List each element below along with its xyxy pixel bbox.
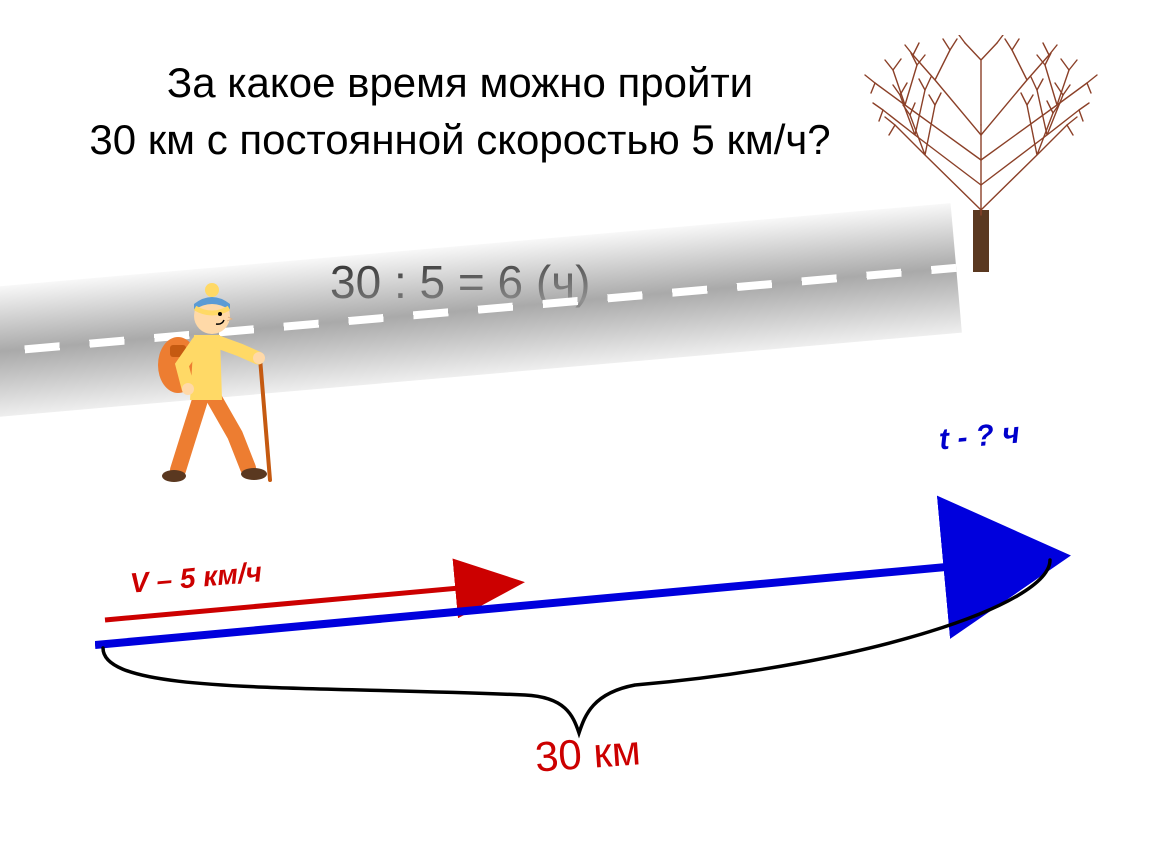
time-label: t - ? ч: [938, 417, 1021, 458]
hiker-illustration: [140, 270, 290, 490]
diagram-arrows: V – 5 км/ч 30 км: [95, 485, 1075, 805]
question-line1: За какое время можно пройти: [167, 59, 753, 106]
question-text: За какое время можно пройти 30 км с пост…: [50, 55, 870, 168]
question-line2: 30 км с постоянной скоростью 5 км/ч?: [89, 116, 830, 163]
distance-label: 30 км: [533, 726, 642, 781]
